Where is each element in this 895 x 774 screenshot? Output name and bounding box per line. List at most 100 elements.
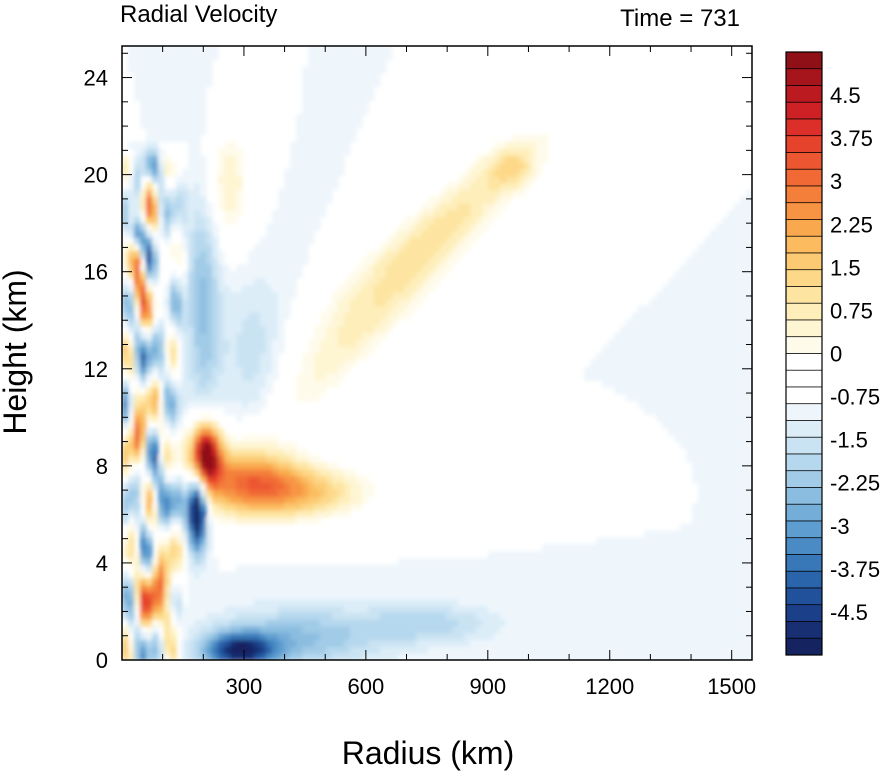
heatmap-cell <box>530 168 537 177</box>
heatmap-cell <box>332 107 339 115</box>
heatmap-cell <box>650 318 657 327</box>
heatmap-cell <box>566 591 573 600</box>
heatmap-cell <box>506 591 513 600</box>
heatmap-cell <box>680 414 687 422</box>
heatmap-cell <box>230 653 237 660</box>
heatmap-cell <box>704 564 711 572</box>
heatmap-cell <box>254 373 261 381</box>
heatmap-cell <box>302 632 309 641</box>
heatmap-cell <box>332 353 339 361</box>
heatmap-cell <box>746 223 752 231</box>
heatmap-cell <box>218 161 225 170</box>
heatmap-cell <box>218 168 225 177</box>
heatmap-cell <box>386 619 393 627</box>
heatmap-cell <box>614 380 621 388</box>
heatmap-cell <box>182 387 189 395</box>
heatmap-cell <box>380 578 387 586</box>
heatmap-cell <box>296 373 303 381</box>
heatmap-cell <box>506 161 513 170</box>
heatmap-cell <box>422 209 429 218</box>
heatmap-cell <box>356 646 363 654</box>
heatmap-cell <box>326 475 333 484</box>
heatmap-cell <box>380 257 387 265</box>
heatmap-cell <box>308 619 315 627</box>
heatmap-cell <box>290 237 297 245</box>
heatmap-cell <box>422 619 429 627</box>
heatmap-cell <box>470 646 477 654</box>
heatmap-cell <box>302 591 309 600</box>
heatmap-cell <box>278 243 285 252</box>
heatmap-cell <box>272 496 279 504</box>
heatmap-cell <box>320 598 327 607</box>
heatmap-cell <box>362 578 369 586</box>
heatmap-cell <box>230 475 237 484</box>
heatmap-cell <box>320 373 327 381</box>
heatmap-cell <box>344 73 351 81</box>
heatmap-cell <box>344 612 351 620</box>
heatmap-cell <box>344 482 351 491</box>
heatmap-cell <box>470 598 477 607</box>
heatmap-cell <box>668 387 675 395</box>
heatmap-cell <box>230 168 237 177</box>
heatmap-cell <box>548 639 555 647</box>
heatmap-cell <box>530 653 537 660</box>
heatmap-cell <box>146 366 153 375</box>
heatmap-cell <box>332 619 339 627</box>
colorbar-swatch <box>785 286 823 304</box>
heatmap-cell <box>428 584 435 593</box>
heatmap-cell <box>746 578 752 586</box>
heatmap-cell <box>236 619 243 627</box>
heatmap-cell <box>626 346 633 354</box>
heatmap-cell <box>662 421 669 429</box>
heatmap-cell <box>320 66 327 74</box>
heatmap-cell <box>404 312 411 320</box>
heatmap-cell <box>554 584 561 593</box>
colorbar-swatch <box>785 219 823 237</box>
heatmap-cell <box>740 230 747 238</box>
heatmap-cell <box>188 93 195 102</box>
heatmap-cell <box>176 86 183 95</box>
heatmap-cell <box>638 325 645 334</box>
heatmap-cell <box>698 468 705 477</box>
heatmap-cell <box>278 448 285 456</box>
heatmap-cell <box>458 196 465 204</box>
heatmap-cell <box>698 421 705 429</box>
heatmap-cell <box>392 598 399 607</box>
heatmap-cell <box>350 359 357 368</box>
heatmap-cell <box>686 557 693 566</box>
heatmap-cell <box>140 271 147 279</box>
heatmap-cell <box>320 332 327 340</box>
heatmap-cell <box>368 325 375 334</box>
heatmap-cell <box>242 619 249 627</box>
heatmap-cell <box>554 578 561 586</box>
heatmap-cell <box>152 448 159 456</box>
heatmap-cell <box>668 414 675 422</box>
heatmap-cell <box>134 264 141 272</box>
heatmap-cell <box>716 366 723 375</box>
heatmap-cell <box>320 114 327 122</box>
heatmap-cell <box>680 619 687 627</box>
heatmap-cell <box>584 646 591 654</box>
heatmap-cell <box>206 305 213 313</box>
heatmap-cell <box>404 612 411 620</box>
heatmap-cell <box>668 291 675 300</box>
colorbar-swatch <box>785 369 823 388</box>
heatmap-cell <box>542 632 549 641</box>
heatmap-cell <box>614 564 621 572</box>
heatmap-cell <box>332 584 339 593</box>
heatmap-cell <box>674 373 681 381</box>
heatmap-cell <box>140 66 147 74</box>
heatmap-cell <box>134 591 141 600</box>
heatmap-cell <box>650 332 657 340</box>
heatmap-cell <box>380 332 387 340</box>
heatmap-cell <box>302 646 309 654</box>
heatmap-cell <box>140 209 147 218</box>
heatmap-cell <box>476 161 483 170</box>
heatmap-cell <box>710 339 717 347</box>
heatmap-cell <box>344 598 351 607</box>
heatmap-cell <box>482 639 489 647</box>
heatmap-cell <box>146 373 153 381</box>
heatmap-cell <box>740 277 747 286</box>
heatmap-cell <box>260 298 267 306</box>
heatmap-cell <box>524 598 531 607</box>
